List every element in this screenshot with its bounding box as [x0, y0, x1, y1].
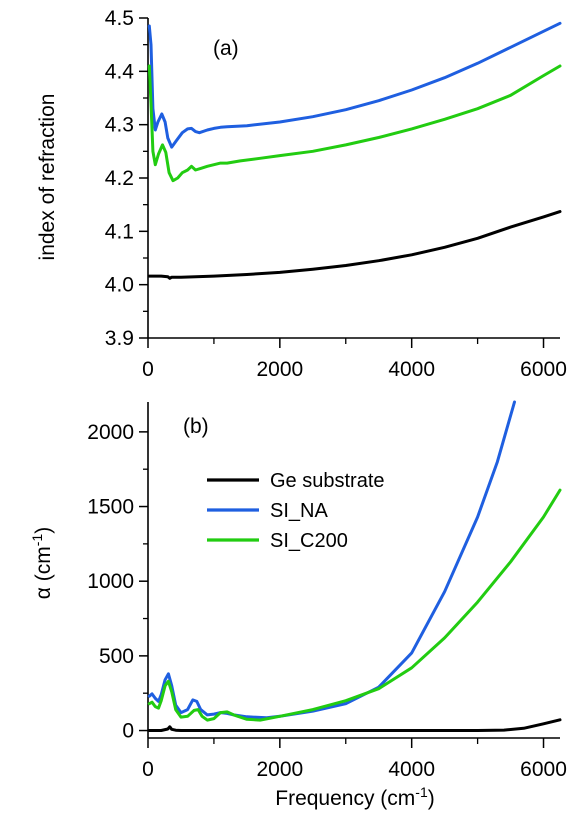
panel-b-y-ticks: 0 500 1000 1500 2000	[87, 421, 148, 743]
panel-b-x-ticks: 0 2000 4000 6000	[142, 738, 567, 781]
panel-a-x-ticks: 0 2000 4000 6000	[142, 338, 567, 381]
y-tick-label: 1000	[87, 570, 134, 593]
panel-a: 3.94.04.14.24.34.44.5 0 2000 4000 6000 (a) …	[36, 7, 567, 381]
series-line-si-c200	[147, 64, 562, 183]
frequency-unit-close: )	[428, 787, 435, 810]
y-tick-label: 4.2	[105, 167, 134, 190]
panel-b: 0 500 1000 1500 2000 0 2000 4000 6000 (b) α (cm…	[29, 400, 567, 810]
alpha-symbol: α (cm	[32, 546, 55, 599]
panel-b-series	[147, 400, 562, 732]
panel-a-label: (a)	[213, 37, 239, 60]
series-line-si-na	[147, 21, 562, 149]
y-tick-label: 1500	[87, 496, 134, 519]
panel-a-y-ticks: 3.9 4.0 4.1 4.2 4.3 4.4 4.5	[105, 7, 148, 350]
y-tick-label: 0	[122, 720, 134, 743]
y-tick-label: 2000	[87, 421, 134, 444]
x-tick-label: 0	[142, 358, 154, 381]
y-tick-label: 4.0	[105, 274, 134, 297]
legend: Ge substrate SI_NA SI_C200	[207, 470, 385, 552]
alpha-unit-exponent: -1	[29, 534, 45, 547]
legend-label: Ge substrate	[270, 470, 385, 492]
panel-a-series	[147, 21, 562, 280]
x-tick-label: 2000	[256, 358, 303, 381]
frequency-unit-exponent: -1	[415, 784, 428, 800]
y-tick-label: 4.4	[105, 60, 135, 83]
panel-b-y-axis-title: α (cm-1)	[29, 527, 55, 599]
x-tick-label: 2000	[256, 758, 303, 781]
y-tick-label: 500	[99, 645, 134, 668]
y-tick-label: 4.3	[105, 114, 134, 137]
x-tick-label: 4000	[388, 358, 435, 381]
alpha-unit-close: )	[32, 527, 55, 534]
legend-label: SI_C200	[270, 530, 348, 552]
panel-b-x-axis-title: Frequency (cm-1)	[275, 784, 435, 810]
x-tick-label: 6000	[520, 758, 567, 781]
y-tick-label: 4.1	[105, 220, 134, 243]
series-line-si-na	[147, 400, 516, 720]
frequency-word: Frequency (cm	[275, 787, 415, 810]
y-tick-label: 3.9	[105, 327, 134, 350]
y-tick-label: 4.5	[105, 7, 134, 30]
panel-b-label: (b)	[183, 415, 209, 438]
x-tick-label: 6000	[520, 358, 567, 381]
x-tick-label: 4000	[388, 758, 435, 781]
series-line-ge-substrate	[147, 210, 562, 280]
panel-a-y-axis-title: index of refraction	[36, 94, 59, 261]
series-line-si-c200	[147, 488, 562, 722]
series-line-ge-substrate	[147, 718, 562, 732]
legend-label: SI_NA	[270, 500, 328, 522]
x-tick-label: 0	[142, 758, 154, 781]
